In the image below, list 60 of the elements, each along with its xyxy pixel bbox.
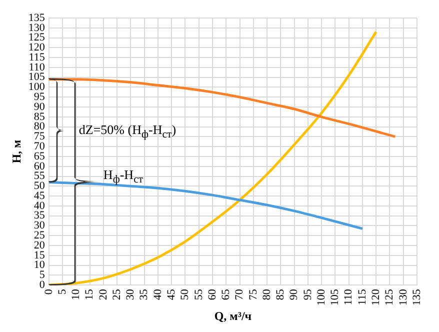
x-tick-label: 105 xyxy=(329,288,342,306)
line-series xyxy=(48,78,396,138)
x-tick-label: 35 xyxy=(138,288,150,300)
x-tick-label: 60 xyxy=(206,288,218,300)
x-tick-label: 45 xyxy=(165,288,178,300)
y-tick-label: 85 xyxy=(34,110,46,123)
y-tick-label: 5 xyxy=(39,269,46,282)
y-tick-label: 115 xyxy=(28,51,46,64)
y-tick-label: 35 xyxy=(34,210,46,222)
x-tick-label: 25 xyxy=(110,288,123,300)
x-tick-label: 80 xyxy=(260,288,273,300)
y-tick-label: 90 xyxy=(34,100,46,113)
x-tick-label: 40 xyxy=(152,288,164,300)
x-tick-label: 10 xyxy=(70,288,82,300)
y-tick-label: 65 xyxy=(34,150,46,162)
x-tick-label: 130 xyxy=(397,288,410,306)
x-tick-label: 5 xyxy=(56,288,68,295)
y-tick-label: 70 xyxy=(34,140,46,152)
y-tick-label: 80 xyxy=(34,120,46,133)
x-tick-label: 65 xyxy=(220,288,232,300)
y-tick-label: 10 xyxy=(34,259,46,272)
y-tick-label: 135 xyxy=(28,12,46,24)
y-tick-label: 120 xyxy=(28,42,46,54)
x-tick-label: 95 xyxy=(302,288,314,300)
y-tick-label: 30 xyxy=(34,220,46,232)
y-tick-label: 100 xyxy=(28,81,46,94)
x-tick-label: 90 xyxy=(288,288,300,300)
annotation: dZ=50% (H$_{ф}$-H$_{ст}$) xyxy=(78,122,176,142)
y-tick-label: 125 xyxy=(28,32,46,44)
x-axis-title: Q, м³/ч xyxy=(214,308,252,323)
y-tick-label: 20 xyxy=(34,239,46,252)
x-tick-label: 75 xyxy=(247,288,260,300)
x-tick-label: 100 xyxy=(315,288,328,306)
y-axis-title: H, м xyxy=(9,140,24,164)
x-tick-label: 115 xyxy=(356,288,368,306)
y-tick-label: 75 xyxy=(34,130,46,143)
x-tick-label: 55 xyxy=(192,288,205,300)
y-tick-label: 60 xyxy=(34,160,46,172)
annotation: H$_{ф}$-H$_{ст}$ xyxy=(103,167,144,188)
x-tick-label: 30 xyxy=(124,288,137,300)
x-tick-label: 70 xyxy=(234,288,246,300)
x-tick-label: 120 xyxy=(370,288,382,306)
line-series xyxy=(48,30,378,286)
y-tick-label: 55 xyxy=(34,170,46,182)
y-tick-label: 45 xyxy=(34,190,46,202)
y-tick-label: 95 xyxy=(34,91,46,104)
x-tick-label: 50 xyxy=(179,288,192,300)
x-tick-label: 110 xyxy=(342,288,355,306)
x-tick-label: 135 xyxy=(410,288,423,306)
x-tick-label: 20 xyxy=(97,288,110,300)
x-tick-label: 85 xyxy=(274,288,287,300)
x-tick-label: 125 xyxy=(384,288,396,306)
y-tick-label: 25 xyxy=(34,230,46,242)
y-tick-label: 50 xyxy=(34,180,46,192)
y-tick-label: 40 xyxy=(34,200,46,212)
y-tick-label: 105 xyxy=(28,71,46,84)
y-tick-label: 110 xyxy=(28,61,46,74)
y-tick-label: 130 xyxy=(28,22,46,34)
x-tick-label: 15 xyxy=(84,288,96,300)
y-tick-label: 15 xyxy=(34,249,46,262)
